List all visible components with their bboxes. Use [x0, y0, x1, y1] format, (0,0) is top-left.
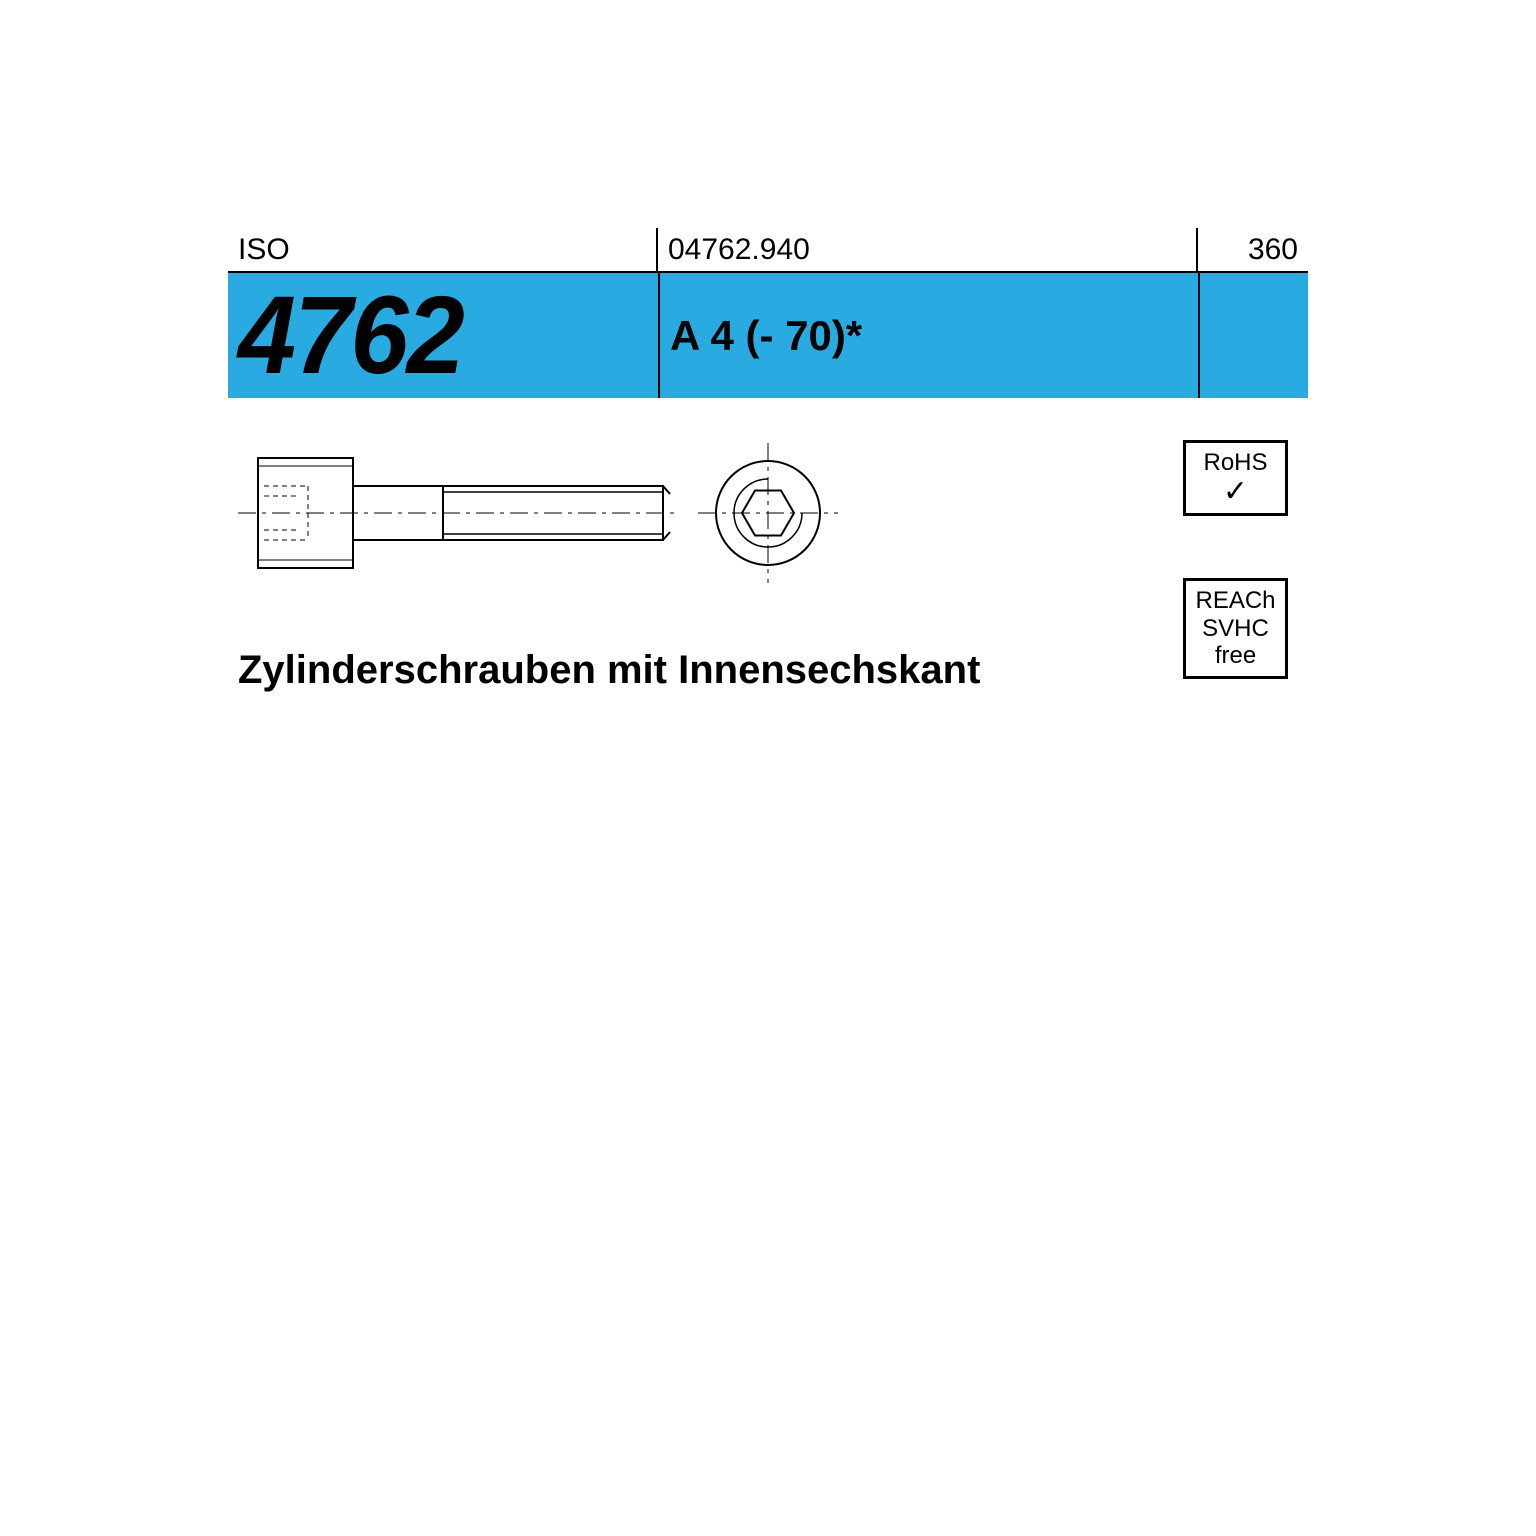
badge-reach: REACh SVHC free	[1183, 578, 1288, 679]
blue-row: 4762 A 4 (- 70)*	[228, 273, 1308, 398]
reach-line3: free	[1190, 642, 1281, 670]
screw-drawing-icon	[238, 428, 858, 598]
badge-rohs: RoHS ✓	[1183, 440, 1288, 516]
datasheet-card: ISO 04762.940 360 4762 A 4 (- 70)*	[228, 228, 1308, 1308]
check-icon: ✓	[1190, 477, 1281, 507]
blue-cell-empty	[1198, 273, 1308, 398]
cell-article-code: 04762.940	[658, 228, 1198, 271]
diagram-area	[228, 398, 1308, 648]
cell-right-number: 360	[1198, 228, 1308, 271]
product-description: Zylinderschrauben mit Innensechskant	[228, 648, 1308, 693]
cell-iso-label: ISO	[228, 228, 658, 271]
standard-number: 4762	[238, 272, 463, 399]
reach-line2: SVHC	[1190, 615, 1281, 643]
rohs-label: RoHS	[1190, 449, 1281, 477]
top-row: ISO 04762.940 360	[228, 228, 1308, 273]
blue-cell-material: A 4 (- 70)*	[658, 273, 1198, 398]
material-grade: A 4 (- 70)*	[670, 312, 862, 360]
blue-cell-standard: 4762	[228, 273, 658, 398]
reach-line1: REACh	[1190, 587, 1281, 615]
